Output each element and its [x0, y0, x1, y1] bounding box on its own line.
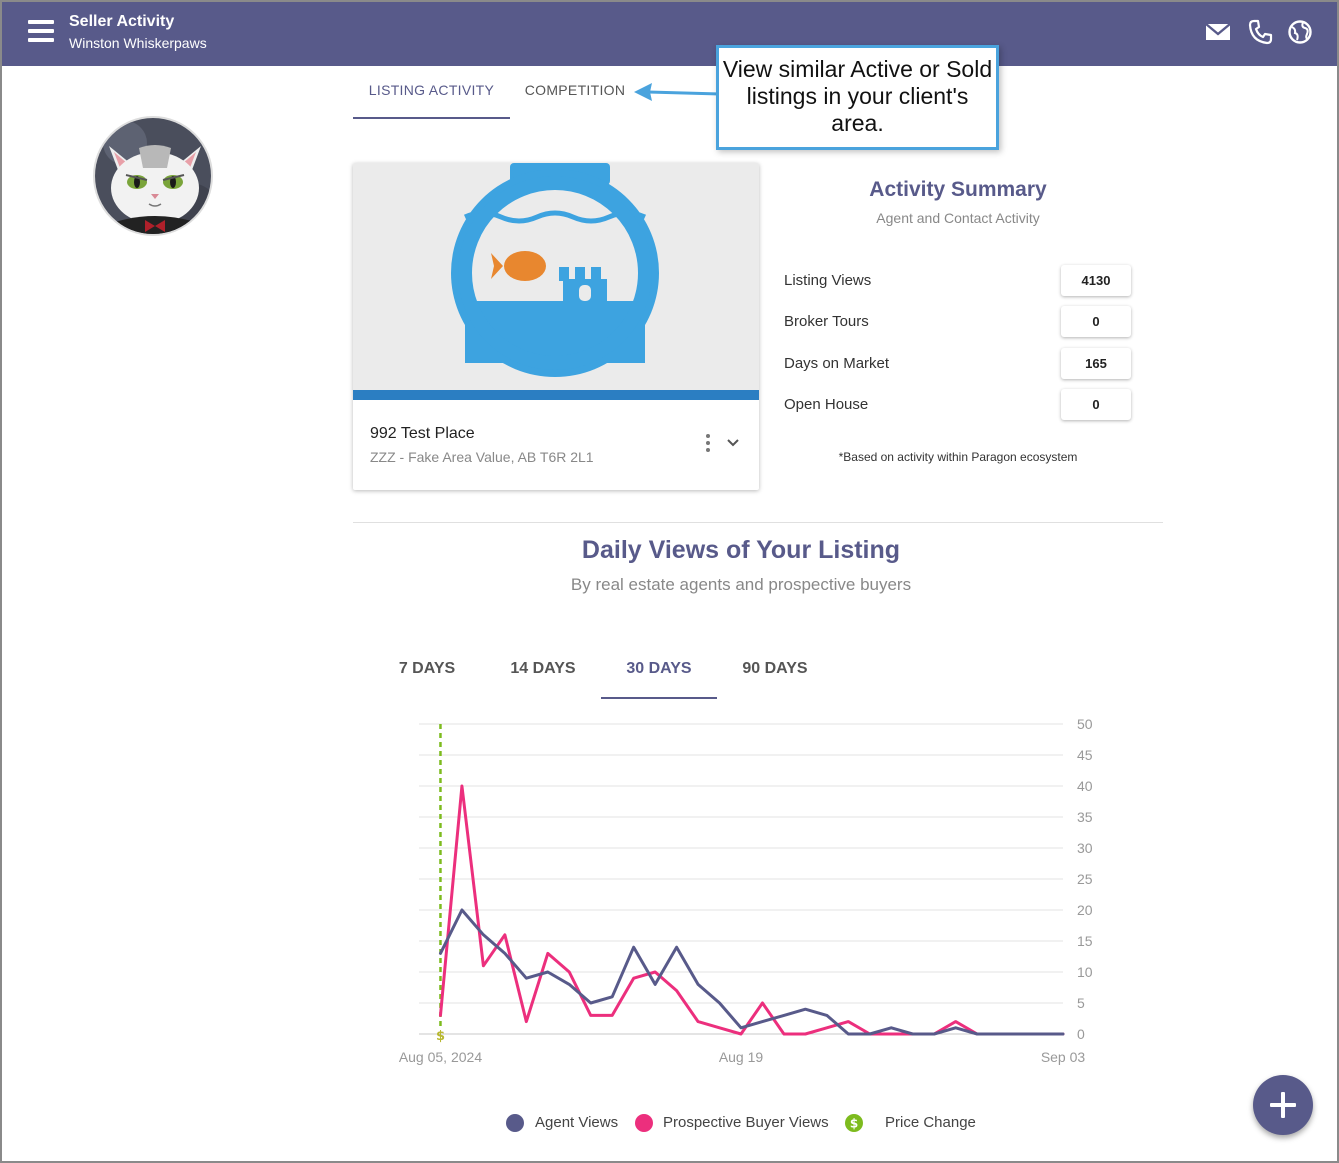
stat-label-days-on-market: Days on Market [784, 355, 890, 372]
section-divider [353, 522, 1163, 523]
chevron-down-icon[interactable] [725, 435, 741, 451]
y-tick-label: 25 [1077, 871, 1093, 887]
client-name: Winston Whiskerpaws [69, 35, 207, 51]
menu-icon[interactable] [28, 20, 54, 42]
stat-label-broker-tours: Broker Tours [784, 313, 869, 330]
y-tick-label: 0 [1077, 1026, 1085, 1042]
stat-value-broker-tours: 0 [1061, 306, 1131, 337]
listing-photo [353, 163, 759, 400]
price-change-marker: $ [436, 1029, 445, 1044]
range-tab-indicator [601, 697, 717, 699]
tab-listing-activity[interactable]: LISTING ACTIVITY [368, 82, 495, 98]
mail-icon[interactable] [1204, 18, 1232, 46]
legend-buyer-views[interactable]: Prospective Buyer Views [663, 1114, 829, 1131]
x-tick-label: Aug 19 [719, 1049, 764, 1065]
svg-text:$: $ [850, 1117, 858, 1131]
app-header: Seller Activity Winston Whiskerpaws [0, 0, 1339, 66]
y-tick-label: 30 [1077, 840, 1093, 856]
series-line-buyer-views [438, 784, 1065, 1036]
add-button[interactable] [1253, 1075, 1313, 1135]
y-tick-label: 20 [1077, 902, 1093, 918]
legend-buyer-views-swatch [635, 1114, 653, 1132]
listing-area: ZZZ - Fake Area Value, AB T6R 2L1 [370, 449, 594, 465]
price-change-icon: $ [845, 1114, 863, 1132]
x-tick-label: Sep 03 [1041, 1049, 1086, 1065]
legend-price-change[interactable]: Price Change [885, 1114, 976, 1131]
stat-value-listing-views: 4130 [1061, 265, 1131, 296]
tab-competition[interactable]: COMPETITION [524, 82, 626, 98]
y-tick-label: 50 [1077, 716, 1093, 732]
x-tick-label: Aug 05, 2024 [399, 1049, 483, 1065]
y-tick-label: 35 [1077, 809, 1093, 825]
y-tick-label: 40 [1077, 778, 1093, 794]
y-tick-label: 15 [1077, 933, 1093, 949]
y-tick-label: 5 [1077, 995, 1085, 1011]
daily-views-subtitle: By real estate agents and prospective bu… [570, 575, 912, 594]
activity-summary-title: Activity Summary [869, 178, 1047, 201]
tab-14-days[interactable]: 14 DAYS [510, 660, 576, 677]
y-tick-label: 45 [1077, 747, 1093, 763]
listing-address: 992 Test Place [370, 425, 475, 442]
avatar [93, 116, 213, 236]
active-tab-indicator [353, 117, 510, 119]
page-title: Seller Activity [69, 13, 175, 30]
photo-strip [353, 390, 759, 400]
callout-arrow-icon [634, 83, 721, 101]
series-line-agent-views [438, 908, 1065, 1036]
stat-value-open-house: 0 [1061, 389, 1131, 420]
tab-90-days[interactable]: 90 DAYS [742, 660, 808, 677]
help-callout: View similar Active or Sold listings in … [716, 45, 999, 150]
stat-value-days-on-market: 165 [1061, 348, 1131, 379]
phone-icon[interactable] [1246, 18, 1274, 46]
legend-agent-views-swatch [506, 1114, 524, 1132]
daily-views-title: Daily Views of Your Listing [581, 536, 901, 564]
tab-30-days[interactable]: 30 DAYS [626, 660, 692, 677]
activity-footnote: *Based on activity within Paragon ecosys… [838, 450, 1078, 464]
listing-card[interactable]: 992 Test Place ZZZ - Fake Area Value, AB… [353, 163, 759, 490]
legend-agent-views[interactable]: Agent Views [535, 1114, 619, 1131]
globe-icon[interactable] [1286, 18, 1314, 46]
tab-7-days[interactable]: 7 DAYS [398, 660, 456, 677]
activity-summary-subtitle: Agent and Contact Activity [876, 210, 1040, 226]
stat-label-open-house: Open House [784, 396, 869, 413]
more-options-icon[interactable] [703, 433, 713, 453]
stat-label-listing-views: Listing Views [784, 272, 872, 289]
y-tick-label: 10 [1077, 964, 1093, 980]
